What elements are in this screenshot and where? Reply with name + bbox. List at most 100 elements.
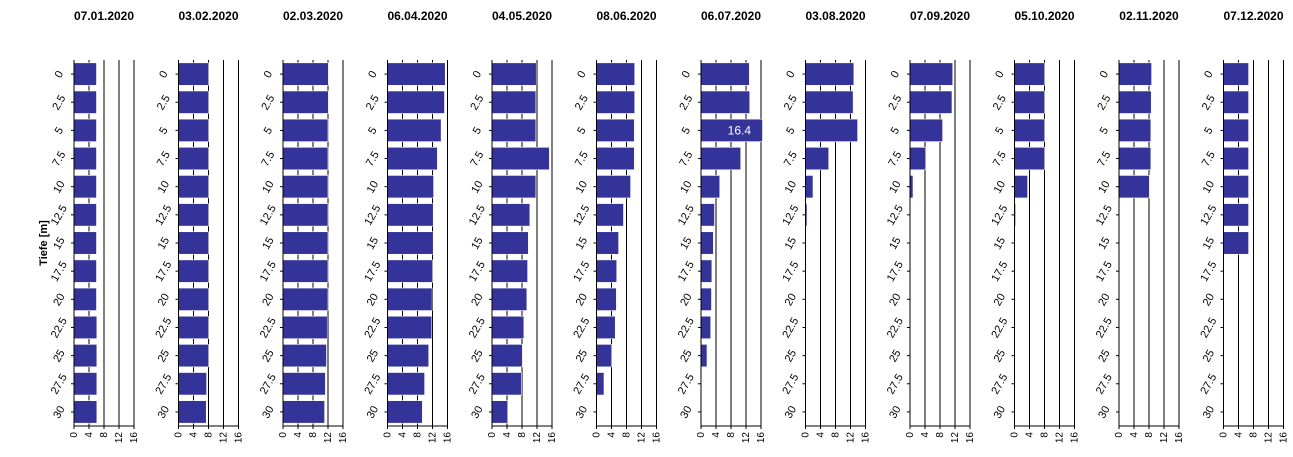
bar [387,287,433,311]
bar [1223,175,1249,199]
y-tick-label: 20 [365,292,382,309]
x-tick-label: 0 [1219,432,1230,438]
y-tick-label: 30 [1201,404,1218,421]
bar [282,344,327,368]
y-tick-label: 17.5 [1094,259,1115,284]
y-tick-label: 15 [51,235,68,252]
x-tick-label: 0 [1114,432,1125,438]
data-label: 16.4 [728,123,752,137]
y-tick-label: 20 [469,292,486,309]
y-tick-label: 0 [575,69,588,80]
y-tick-label: 2.5 [468,93,486,112]
bar [1223,146,1249,171]
y-tick-label: 5 [471,125,484,136]
bar [491,203,531,227]
bar [73,90,97,114]
bar [282,287,329,311]
bar [282,62,329,86]
y-tick-label: 15 [1201,235,1218,252]
bar [178,315,209,340]
y-tick-label: 2.5 [259,93,277,112]
y-tick-label: 0 [262,69,275,80]
bar [1223,90,1249,114]
y-tick-label: 12.5 [1198,203,1219,228]
bar [387,231,434,255]
panel-title: 08.06.2020 [596,9,656,23]
y-tick-label: 22.5 [467,316,488,341]
y-tick-label: 15 [260,235,277,252]
y-tick-label: 27.5 [258,372,279,397]
bar [178,90,209,114]
y-tick-label: 0 [993,69,1006,80]
y-tick-label: 22.5 [153,316,174,341]
x-tick-label: 0 [1010,432,1021,438]
y-tick-label: 7.5 [886,149,904,168]
bar [805,90,854,114]
y-tick-label: 2.5 [886,93,904,112]
bar [282,90,329,114]
bar [387,90,445,114]
bar [596,118,635,142]
y-tick-label: 0 [53,69,66,80]
bar [1118,146,1152,171]
x-tick-label: 16 [1174,432,1185,444]
y-tick-label: 7.5 [677,149,695,168]
x-tick-label: 12 [428,432,439,444]
bar [73,287,97,311]
bar [73,175,97,199]
y-tick-label: 2.5 [677,93,695,112]
y-tick-label: 25 [992,348,1009,365]
bar [491,259,528,283]
bar [387,344,430,368]
x-tick-label: 16 [1070,432,1081,444]
bar [73,344,98,368]
bar [387,175,434,199]
y-tick-label: 7.5 [259,149,277,168]
bar [700,315,712,340]
y-tick-label: 20 [156,292,173,309]
y-tick-label: 7.5 [50,149,68,168]
panel-title: 06.04.2020 [387,9,447,23]
x-tick-label: 4 [189,432,200,438]
y-tick-label: 25 [260,348,277,365]
bar [491,287,528,311]
y-tick-label: 10 [678,179,695,196]
y-tick-label: 2.5 [1200,93,1218,112]
y-tick-label: 7.5 [1200,149,1218,168]
bar [387,315,433,340]
y-tick-label: 25 [1201,348,1218,365]
x-tick-label: 0 [592,432,603,438]
y-tick-label: 22.5 [780,316,801,341]
bar [491,62,537,86]
y-tick-label: 25 [783,348,800,365]
y-tick-label: 15 [678,235,695,252]
y-tick-label: 15 [783,235,800,252]
y-tick-label: 15 [992,235,1009,252]
bar [1118,62,1152,86]
y-tick-label: 30 [678,404,695,421]
x-tick-label: 16 [129,432,140,444]
y-tick-label: 12.5 [989,203,1010,228]
y-tick-label: 0 [366,69,379,80]
y-tick-label: 10 [992,179,1009,196]
y-tick-label: 27.5 [780,372,801,397]
y-tick-label: 0 [471,69,484,80]
bar [596,344,612,368]
panel-title: 07.12.2020 [1223,9,1283,23]
y-tick-label: 0 [784,69,797,80]
bar [1118,175,1150,199]
bar [596,203,624,227]
bar [700,203,715,227]
y-tick-label: 17.5 [989,259,1010,284]
bar [491,118,537,142]
y-tick-label: 20 [1201,292,1218,309]
bar [73,400,98,424]
x-tick-label: 0 [278,432,289,438]
y-tick-label: 17.5 [258,259,279,284]
bar [596,231,619,255]
bar [73,259,97,283]
bar [1223,118,1249,142]
y-tick-label: 10 [260,179,277,196]
x-tick-label: 16 [443,432,454,444]
